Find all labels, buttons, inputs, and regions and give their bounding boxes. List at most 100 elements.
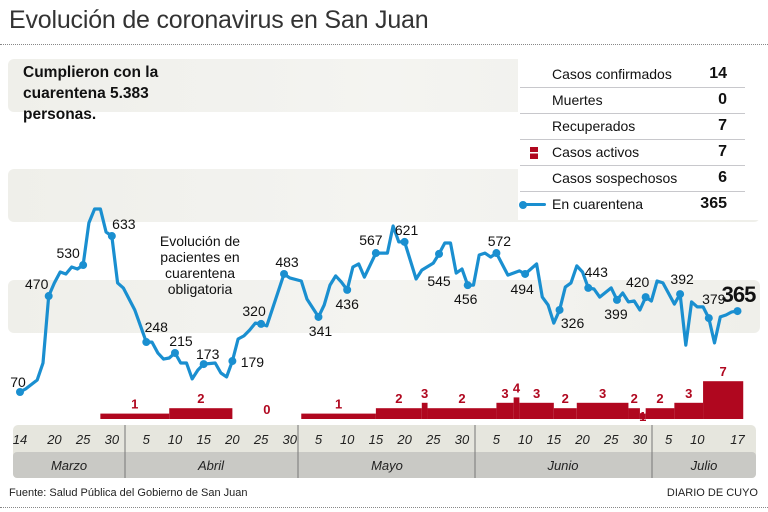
blue-line-dot-icon <box>519 200 546 209</box>
x-tick-label: 10 <box>168 432 183 447</box>
data-label: 443 <box>585 264 609 280</box>
x-tick-label: 25 <box>75 432 91 447</box>
x-tick-label: 5 <box>665 432 673 447</box>
active-cases-label: 1 <box>335 397 342 412</box>
active-cases-label: 2 <box>562 391 569 406</box>
data-label: 320 <box>242 303 266 319</box>
row-label: En cuarentena <box>552 196 644 212</box>
page-title: Evolución de coronavirus en San Juan <box>9 6 429 34</box>
data-point <box>314 312 323 321</box>
row-value: 7 <box>718 143 727 160</box>
active-cases-bar <box>375 408 422 419</box>
active-cases-bar <box>703 381 744 419</box>
active-cases-label: 3 <box>533 386 540 401</box>
summary-row-recovered: Recuperados 7 <box>520 114 745 140</box>
chart-note: Evolución de pacientes en cuarentena obl… <box>159 233 241 297</box>
brand-label: DIARIO DE CUYO <box>666 487 758 499</box>
title-divider <box>0 44 768 45</box>
data-point <box>79 261 88 270</box>
data-label: 545 <box>427 273 451 289</box>
active-cases-label: 2 <box>458 391 465 406</box>
active-cases-label: 7 <box>720 364 727 379</box>
month-label: Julio <box>690 458 718 473</box>
active-cases-label: 3 <box>501 386 508 401</box>
footer-divider <box>0 507 768 508</box>
x-tick-label: 20 <box>46 432 62 447</box>
x-tick-label: 30 <box>283 432 298 447</box>
x-tick-label: 25 <box>253 432 269 447</box>
active-cases-label: 1 <box>131 397 138 412</box>
active-cases-label: 2 <box>197 391 204 406</box>
data-label: 456 <box>454 291 478 307</box>
month-label: Junio <box>546 458 578 473</box>
active-cases-bar <box>639 413 646 419</box>
data-point <box>676 290 685 299</box>
summary-row-confirmed: Casos confirmados 14 <box>520 62 745 88</box>
summary-row-quarantine: En cuarentena 365 <box>519 192 745 217</box>
data-point <box>228 357 237 366</box>
x-tick-label: 10 <box>518 432 533 447</box>
active-cases-bar <box>427 408 497 419</box>
x-tick-label: 5 <box>493 432 501 447</box>
summary-table: Casos confirmados 14 Muertes 0 Recuperados… <box>518 58 760 220</box>
row-value: 6 <box>718 169 727 186</box>
data-label: 436 <box>336 296 360 312</box>
month-label: Abril <box>197 458 225 473</box>
x-tick-label: 5 <box>143 432 151 447</box>
active-cases-label: 2 <box>631 391 638 406</box>
data-label: 420 <box>626 274 650 290</box>
data-label: 483 <box>275 254 299 270</box>
data-label: 70 <box>10 374 26 390</box>
active-cases-bar <box>169 408 233 419</box>
data-point <box>343 285 352 294</box>
active-cases-label: 0 <box>263 402 270 417</box>
data-label: 379 <box>702 291 726 307</box>
data-label: 399 <box>604 306 628 322</box>
data-point <box>107 232 116 241</box>
row-value: 365 <box>700 195 727 212</box>
row-label: Casos sospechosos <box>552 170 678 186</box>
active-cases-bar <box>496 402 514 419</box>
data-point <box>280 269 289 278</box>
data-point <box>555 305 564 314</box>
x-tick-label: 25 <box>425 432 441 447</box>
active-cases-label: 2 <box>395 391 402 406</box>
data-point <box>44 292 53 301</box>
data-point <box>400 237 409 246</box>
data-label: 173 <box>196 346 220 362</box>
active-cases-label: 1 <box>639 409 646 424</box>
data-point <box>170 348 179 357</box>
data-point <box>435 249 444 258</box>
x-tick-label: 20 <box>224 432 240 447</box>
active-cases-label: 2 <box>656 391 663 406</box>
x-tick-label: 17 <box>730 432 745 447</box>
data-point <box>199 360 208 369</box>
x-tick-label: 5 <box>315 432 323 447</box>
data-label: 530 <box>56 245 80 261</box>
data-label: 392 <box>670 271 694 287</box>
x-tick-label: 20 <box>396 432 412 447</box>
data-point <box>612 295 621 304</box>
active-cases-label: 3 <box>685 386 692 401</box>
data-label: 179 <box>241 354 265 370</box>
data-point <box>16 388 24 396</box>
active-cases-bar <box>100 413 170 419</box>
data-point <box>521 269 530 278</box>
data-label: 341 <box>309 323 333 339</box>
data-point <box>733 307 742 316</box>
x-tick-label: 30 <box>105 432 120 447</box>
row-label: Casos confirmados <box>552 66 672 82</box>
active-cases-bar <box>301 413 376 419</box>
x-tick-label: 15 <box>547 432 562 447</box>
active-cases-label: 3 <box>599 386 606 401</box>
data-label: 572 <box>488 233 512 249</box>
data-point <box>492 249 501 258</box>
active-cases-bar <box>513 397 520 419</box>
row-value: 14 <box>709 65 727 82</box>
quarantine-line <box>18 207 740 394</box>
data-label: 621 <box>395 222 419 238</box>
data-point <box>641 293 650 302</box>
x-tick-label: 10 <box>690 432 705 447</box>
data-point <box>463 281 472 290</box>
